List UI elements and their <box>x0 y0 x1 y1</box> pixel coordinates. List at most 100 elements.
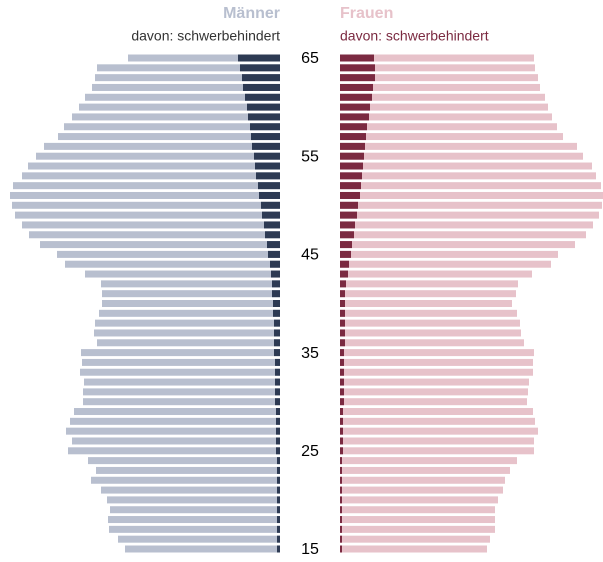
bar <box>340 329 345 337</box>
bar <box>340 339 524 347</box>
bar <box>97 339 280 347</box>
bar <box>254 152 280 160</box>
bar <box>273 300 280 307</box>
bar <box>108 516 280 524</box>
bar <box>340 300 345 307</box>
bar <box>251 133 280 141</box>
age-label: 45 <box>301 247 319 264</box>
bar <box>340 319 345 327</box>
bar <box>277 457 280 465</box>
bar <box>44 142 280 150</box>
bar <box>340 447 534 455</box>
bar <box>22 221 280 229</box>
bar <box>340 162 363 170</box>
bar <box>74 408 280 416</box>
bar <box>79 103 280 111</box>
bar <box>245 93 280 101</box>
bar <box>70 417 280 425</box>
bar <box>340 368 533 376</box>
bar <box>68 447 280 455</box>
bar <box>273 309 280 317</box>
bar <box>340 516 495 524</box>
bar <box>277 496 280 504</box>
bar <box>72 437 280 445</box>
bar <box>36 152 280 160</box>
bar <box>340 457 342 465</box>
bar <box>272 280 280 288</box>
bar <box>340 417 343 425</box>
bar <box>340 64 535 72</box>
bar <box>340 545 487 553</box>
bar <box>340 290 345 298</box>
bar <box>340 496 498 504</box>
bar <box>340 408 533 416</box>
bar <box>340 172 362 180</box>
men-subtitle: davon: schwerbehindert <box>131 28 280 44</box>
bar <box>340 280 346 288</box>
bar <box>276 417 280 425</box>
bar <box>340 309 517 317</box>
bar <box>275 368 280 376</box>
bar <box>57 250 280 258</box>
bar <box>340 437 534 445</box>
bar <box>340 388 528 396</box>
women-subtitle: davon: schwerbehindert <box>340 28 489 44</box>
bar <box>88 457 280 465</box>
bar <box>272 290 280 298</box>
bar <box>340 525 495 533</box>
bar <box>340 260 551 268</box>
bar <box>340 93 545 101</box>
bar <box>128 54 280 62</box>
bar <box>340 142 577 150</box>
bar <box>277 535 280 543</box>
bar <box>340 466 342 474</box>
bar <box>340 476 505 484</box>
bar <box>340 221 593 229</box>
bar <box>58 133 280 141</box>
bar <box>15 211 280 219</box>
bar <box>91 476 280 484</box>
bar <box>85 270 280 278</box>
bar <box>248 113 280 121</box>
bar <box>268 250 280 258</box>
bar <box>340 93 372 101</box>
bar <box>340 447 343 455</box>
bar <box>82 358 280 366</box>
bar <box>110 506 280 514</box>
bar <box>258 182 280 190</box>
bar <box>340 466 510 474</box>
bar <box>83 398 280 406</box>
bar <box>340 113 369 121</box>
bar <box>277 516 280 524</box>
bar <box>340 319 520 327</box>
bar <box>340 250 351 258</box>
bar <box>238 54 280 62</box>
bar <box>275 378 280 386</box>
bar <box>97 64 280 72</box>
bar <box>80 368 280 376</box>
bar <box>340 260 349 268</box>
bar <box>340 525 342 533</box>
bar <box>340 516 342 524</box>
bar <box>277 486 280 494</box>
bar <box>277 525 280 533</box>
bar <box>340 123 557 131</box>
bar <box>340 417 535 425</box>
bar <box>276 408 280 416</box>
bar <box>252 142 280 150</box>
bar <box>340 398 527 406</box>
bar <box>340 133 366 141</box>
bar <box>276 437 280 445</box>
bar <box>276 447 280 455</box>
age-label: 25 <box>301 443 319 460</box>
bar <box>255 162 280 170</box>
bar <box>256 172 280 180</box>
bar <box>340 123 367 131</box>
bar <box>340 83 373 91</box>
bar <box>340 476 342 484</box>
bar <box>276 427 280 435</box>
bar <box>340 201 602 209</box>
bar <box>340 191 603 199</box>
bar <box>118 535 280 543</box>
